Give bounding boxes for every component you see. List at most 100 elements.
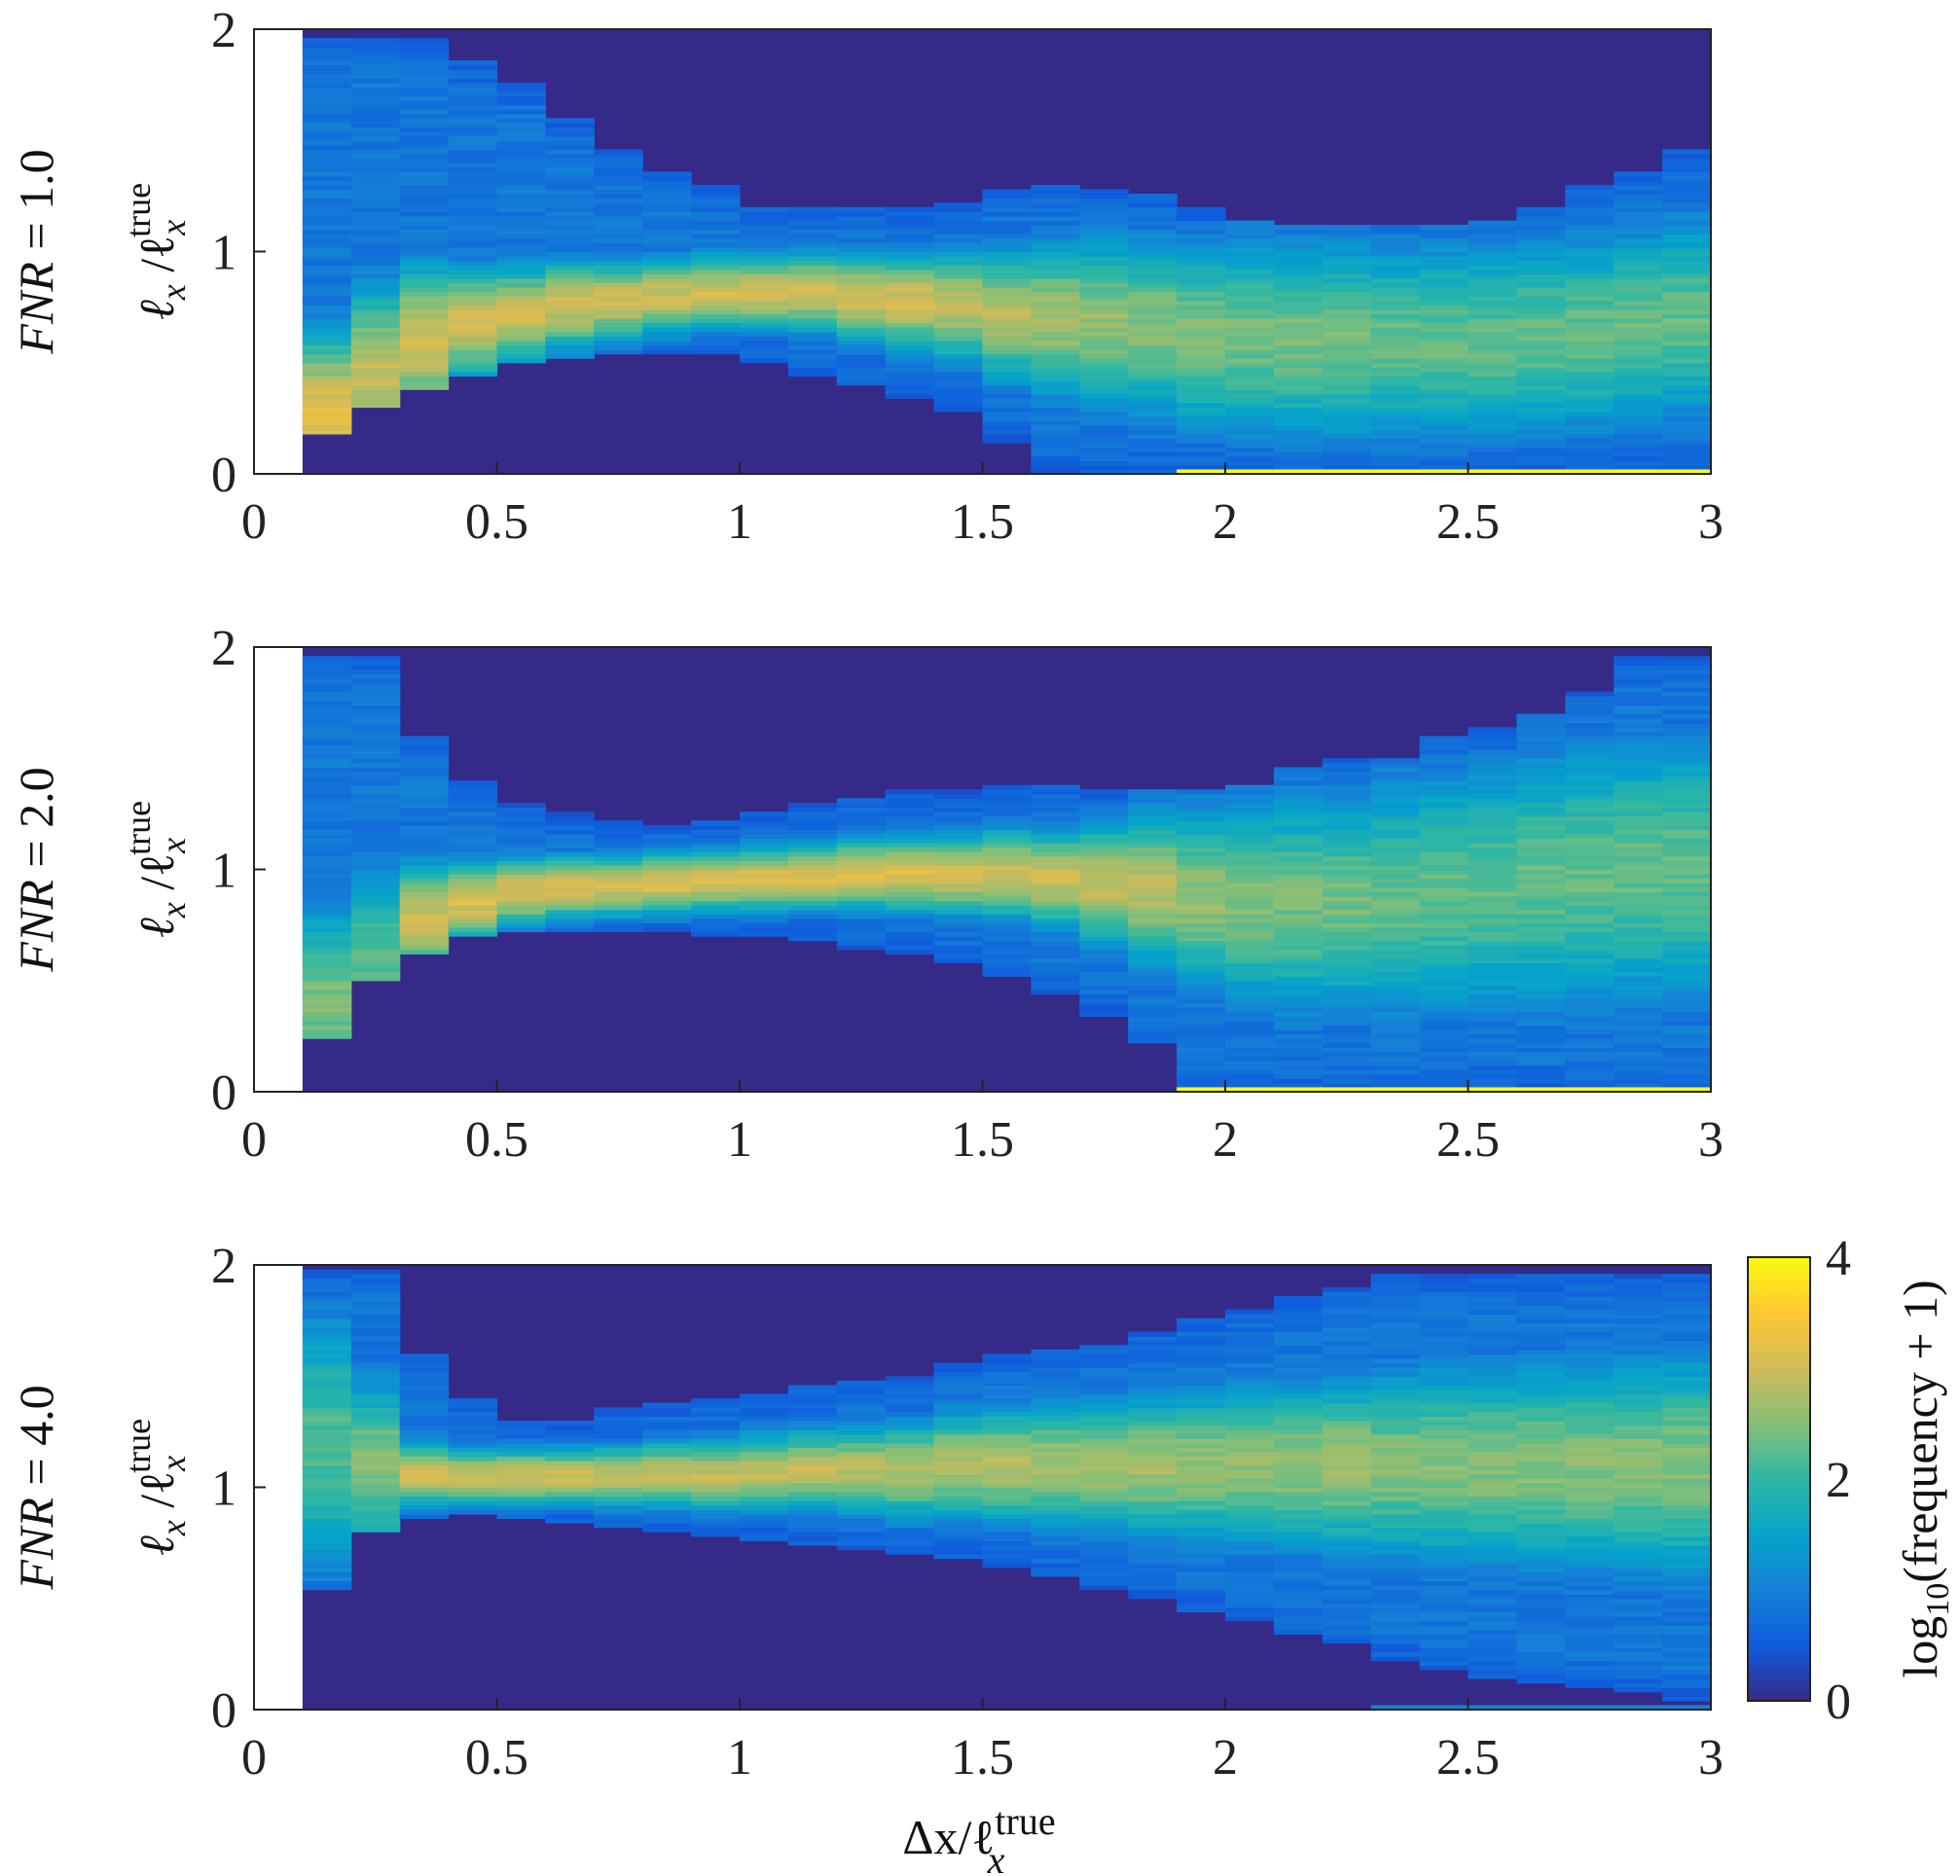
heatmap-cell <box>350 42 401 48</box>
heatmap-cell <box>1419 1011 1470 1017</box>
heatmap-cell <box>1419 322 1470 328</box>
heatmap-cell <box>1614 353 1663 359</box>
heatmap-cell <box>399 104 450 110</box>
heatmap-cell <box>1322 1025 1372 1030</box>
heatmap-cell <box>1662 251 1712 257</box>
heatmap-cell <box>1031 438 1080 444</box>
heatmap-cell <box>1031 464 1080 471</box>
heatmap-cell <box>302 1478 352 1484</box>
heatmap-cell <box>1468 1598 1517 1604</box>
heatmap-cell <box>1031 1376 1080 1382</box>
heatmap-cell <box>1468 1447 1517 1453</box>
heatmap-cell <box>691 220 741 226</box>
heatmap-cell <box>496 260 546 266</box>
heatmap-cell <box>1614 362 1663 368</box>
heatmap-cell <box>933 344 984 350</box>
heatmap-cell <box>836 895 887 902</box>
heatmap-cell <box>836 1532 887 1537</box>
heatmap-cell <box>740 296 789 302</box>
heatmap-cell <box>1614 322 1663 328</box>
heatmap-cell <box>448 784 498 790</box>
heatmap-cell <box>1468 1407 1517 1413</box>
heatmap-cell <box>1662 815 1712 821</box>
heatmap-cell <box>302 708 352 715</box>
heatmap-cell <box>545 847 595 852</box>
heatmap-cell <box>302 843 352 848</box>
heatmap-cell <box>982 926 1032 933</box>
heatmap-cell <box>1468 1371 1517 1377</box>
heatmap-cell <box>1128 1007 1178 1013</box>
heatmap-cell <box>1273 1456 1324 1461</box>
heatmap-cell <box>302 767 352 773</box>
heatmap-cell <box>399 771 450 777</box>
heatmap-cell <box>1273 464 1324 471</box>
heatmap-cell <box>1128 1464 1178 1470</box>
heatmap-cell <box>1370 954 1421 959</box>
heatmap-cell <box>1322 954 1372 959</box>
heatmap-cell <box>1079 277 1129 284</box>
heatmap-cell <box>1273 1029 1324 1035</box>
heatmap-cell <box>1662 353 1712 359</box>
heatmap-cell <box>1273 776 1324 781</box>
heatmap-cell <box>1662 1007 1712 1013</box>
heatmap-cell <box>885 229 935 234</box>
heatmap-cell <box>1468 424 1517 430</box>
heatmap-cell <box>399 789 450 795</box>
heatmap-cell <box>1468 246 1517 253</box>
heatmap-cell <box>933 1425 984 1430</box>
heatmap-cell <box>1419 1544 1470 1551</box>
heatmap-cell <box>545 215 595 222</box>
heatmap-cell <box>1031 189 1080 195</box>
heatmap-cell <box>302 1278 352 1283</box>
heatmap-cell <box>1662 1487 1712 1493</box>
heatmap-cell <box>1225 883 1275 888</box>
heatmap-cell <box>1468 1411 1517 1417</box>
heatmap-cell <box>1370 1442 1421 1448</box>
heatmap-cell <box>350 883 401 888</box>
heatmap-cell <box>1419 1056 1470 1062</box>
heatmap-cell <box>545 277 595 284</box>
heatmap-cell <box>1565 985 1615 991</box>
heatmap-cell <box>1177 962 1226 968</box>
heatmap-cell <box>740 269 789 274</box>
heatmap-cell <box>1662 1540 1712 1546</box>
heatmap-cell <box>1516 802 1566 809</box>
heatmap-cell <box>302 277 352 284</box>
heatmap-cell <box>1468 1274 1517 1280</box>
heatmap-cell <box>1662 665 1712 670</box>
heatmap-cell <box>1273 1064 1324 1070</box>
heatmap-cell <box>1225 1563 1275 1569</box>
heatmap-cell <box>350 971 401 977</box>
heatmap-cell <box>302 1563 352 1569</box>
heatmap-cell <box>594 215 643 222</box>
heatmap-cell <box>1662 784 1712 790</box>
heatmap-cell <box>1565 838 1615 844</box>
heatmap-cell <box>1468 976 1517 982</box>
heatmap-cell <box>1516 1082 1566 1089</box>
heatmap-cell <box>933 812 984 817</box>
heatmap-cell <box>302 256 352 262</box>
heatmap-cell <box>1614 229 1663 234</box>
heatmap-cell <box>740 926 789 933</box>
heatmap-cell <box>1128 1575 1178 1582</box>
heatmap-cell <box>1273 891 1324 897</box>
heatmap-cell <box>1468 1464 1517 1470</box>
heatmap-cell <box>1370 1305 1421 1311</box>
heatmap-cell <box>1662 874 1712 880</box>
heatmap-cell <box>1468 398 1517 404</box>
heatmap-cell <box>885 393 935 399</box>
heatmap-cell <box>1370 860 1421 866</box>
heatmap-cell <box>1177 265 1226 271</box>
heatmap-cell <box>1079 242 1129 248</box>
heatmap-cell <box>1565 918 1615 923</box>
heatmap-cell <box>1177 909 1226 915</box>
heatmap-cell <box>787 855 838 861</box>
heatmap-cell <box>1322 402 1372 409</box>
heatmap-cell <box>836 1473 887 1479</box>
heatmap-cell <box>1079 291 1129 297</box>
heatmap-cell <box>1177 812 1226 817</box>
heatmap-cell <box>1565 1535 1615 1541</box>
heatmap-cell <box>1225 1362 1275 1368</box>
heatmap-cell <box>1370 838 1421 844</box>
heatmap-cell <box>1079 424 1129 430</box>
